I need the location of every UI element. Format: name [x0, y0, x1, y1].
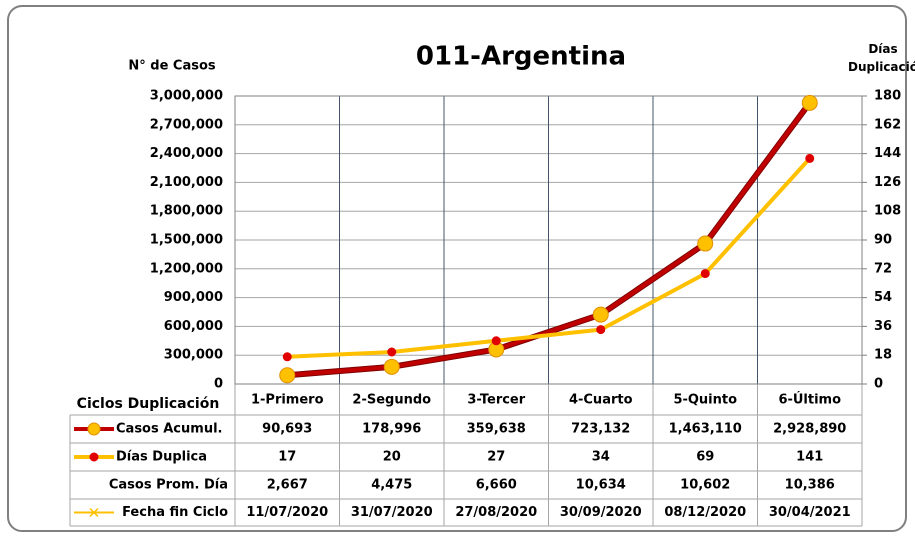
marker [805, 153, 815, 163]
marker [596, 325, 606, 335]
table-cell: 141 [796, 450, 823, 465]
x-tick-label: 3-Tercer [467, 393, 525, 408]
marker [700, 269, 710, 279]
x-tick-label: 2-Segundo [352, 393, 431, 408]
table-cell: 30/09/2020 [560, 505, 642, 520]
y2-tick-label: 108 [874, 204, 901, 219]
row-label: Fecha fin Ciclo [122, 505, 228, 520]
marker [387, 347, 397, 357]
table-cell: 10,602 [680, 478, 730, 493]
table-cell: 69 [696, 450, 714, 465]
y-tick-label: 2,100,000 [150, 175, 223, 190]
y-tick-label: 1,500,000 [150, 233, 223, 248]
y-tick-label: 2,700,000 [150, 117, 223, 132]
legend-marker [87, 422, 101, 436]
table-cell: 31/07/2020 [351, 505, 433, 520]
table-cell: 178,996 [362, 422, 421, 437]
table-cell: 359,638 [467, 422, 526, 437]
y2-tick-label: 162 [874, 117, 901, 132]
marker [383, 358, 400, 375]
y2-tick-label: 54 [874, 290, 892, 305]
y-tick-label: 300,000 [164, 348, 223, 363]
table-cell: 723,132 [571, 422, 630, 437]
table-cell: 30/04/2021 [769, 505, 851, 520]
marker [697, 235, 714, 252]
y-tick-label: 600,000 [164, 319, 223, 334]
table-cell: 27/08/2020 [455, 505, 537, 520]
table-cell: 1,463,110 [669, 422, 742, 437]
table-cell: 34 [592, 450, 610, 465]
y-tick-label: 900,000 [164, 290, 223, 305]
table-cell: 4,475 [371, 478, 412, 493]
x-tick-label: 4-Cuarto [569, 393, 633, 408]
marker [279, 367, 296, 384]
table-cell: 20 [383, 450, 401, 465]
table-cell: 2,667 [267, 478, 308, 493]
legend-marker [89, 452, 99, 462]
legend-marker [89, 507, 99, 518]
table-cell: 11/07/2020 [246, 505, 328, 520]
y-tick-label: 3,000,000 [150, 89, 223, 104]
line [287, 101, 812, 378]
y2-tick-label: 36 [874, 319, 892, 334]
y2-tick-label: 18 [874, 348, 892, 363]
y2-axis-label: Días Duplicación [848, 42, 915, 74]
table-cell: 27 [487, 450, 505, 465]
y-tick-label: 2,400,000 [150, 146, 223, 161]
y-tick-label: 0 [214, 377, 223, 392]
x-tick-label: 6-Último [778, 392, 841, 408]
chart-title: 011-Argentina [416, 42, 626, 72]
table-cell: 2,928,890 [773, 422, 846, 437]
marker [282, 352, 292, 362]
y-tick-label: 1,800,000 [150, 204, 223, 219]
table-cell: 90,693 [262, 422, 312, 437]
plot-border [234, 95, 863, 385]
x-tick-label: 1-Primero [251, 393, 324, 408]
table-cell: 6,660 [476, 478, 517, 493]
marker [592, 306, 609, 323]
y2-tick-label: 72 [874, 261, 892, 276]
marker [491, 336, 501, 346]
y-axis-label: N° de Casos [128, 59, 216, 74]
legend-label: Casos Acumul. [116, 422, 222, 437]
table-cell: 10,386 [785, 478, 835, 493]
table-header: Ciclos Duplicación [77, 396, 220, 412]
table-cell: 17 [278, 450, 296, 465]
legend-label: Días Duplica [116, 450, 207, 465]
table-cell: 10,634 [576, 478, 626, 493]
y-tick-label: 1,200,000 [150, 261, 223, 276]
y2-tick-label: 90 [874, 233, 892, 248]
y2-tick-label: 0 [874, 377, 883, 392]
x-tick-label: 5-Quinto [673, 393, 737, 408]
row-label: Casos Prom. Día [109, 478, 228, 493]
table-cell: 08/12/2020 [664, 505, 746, 520]
y2-tick-label: 180 [874, 89, 901, 104]
y2-tick-label: 126 [874, 175, 901, 190]
marker [801, 94, 818, 111]
y2-tick-label: 144 [874, 146, 901, 161]
line [287, 157, 812, 359]
